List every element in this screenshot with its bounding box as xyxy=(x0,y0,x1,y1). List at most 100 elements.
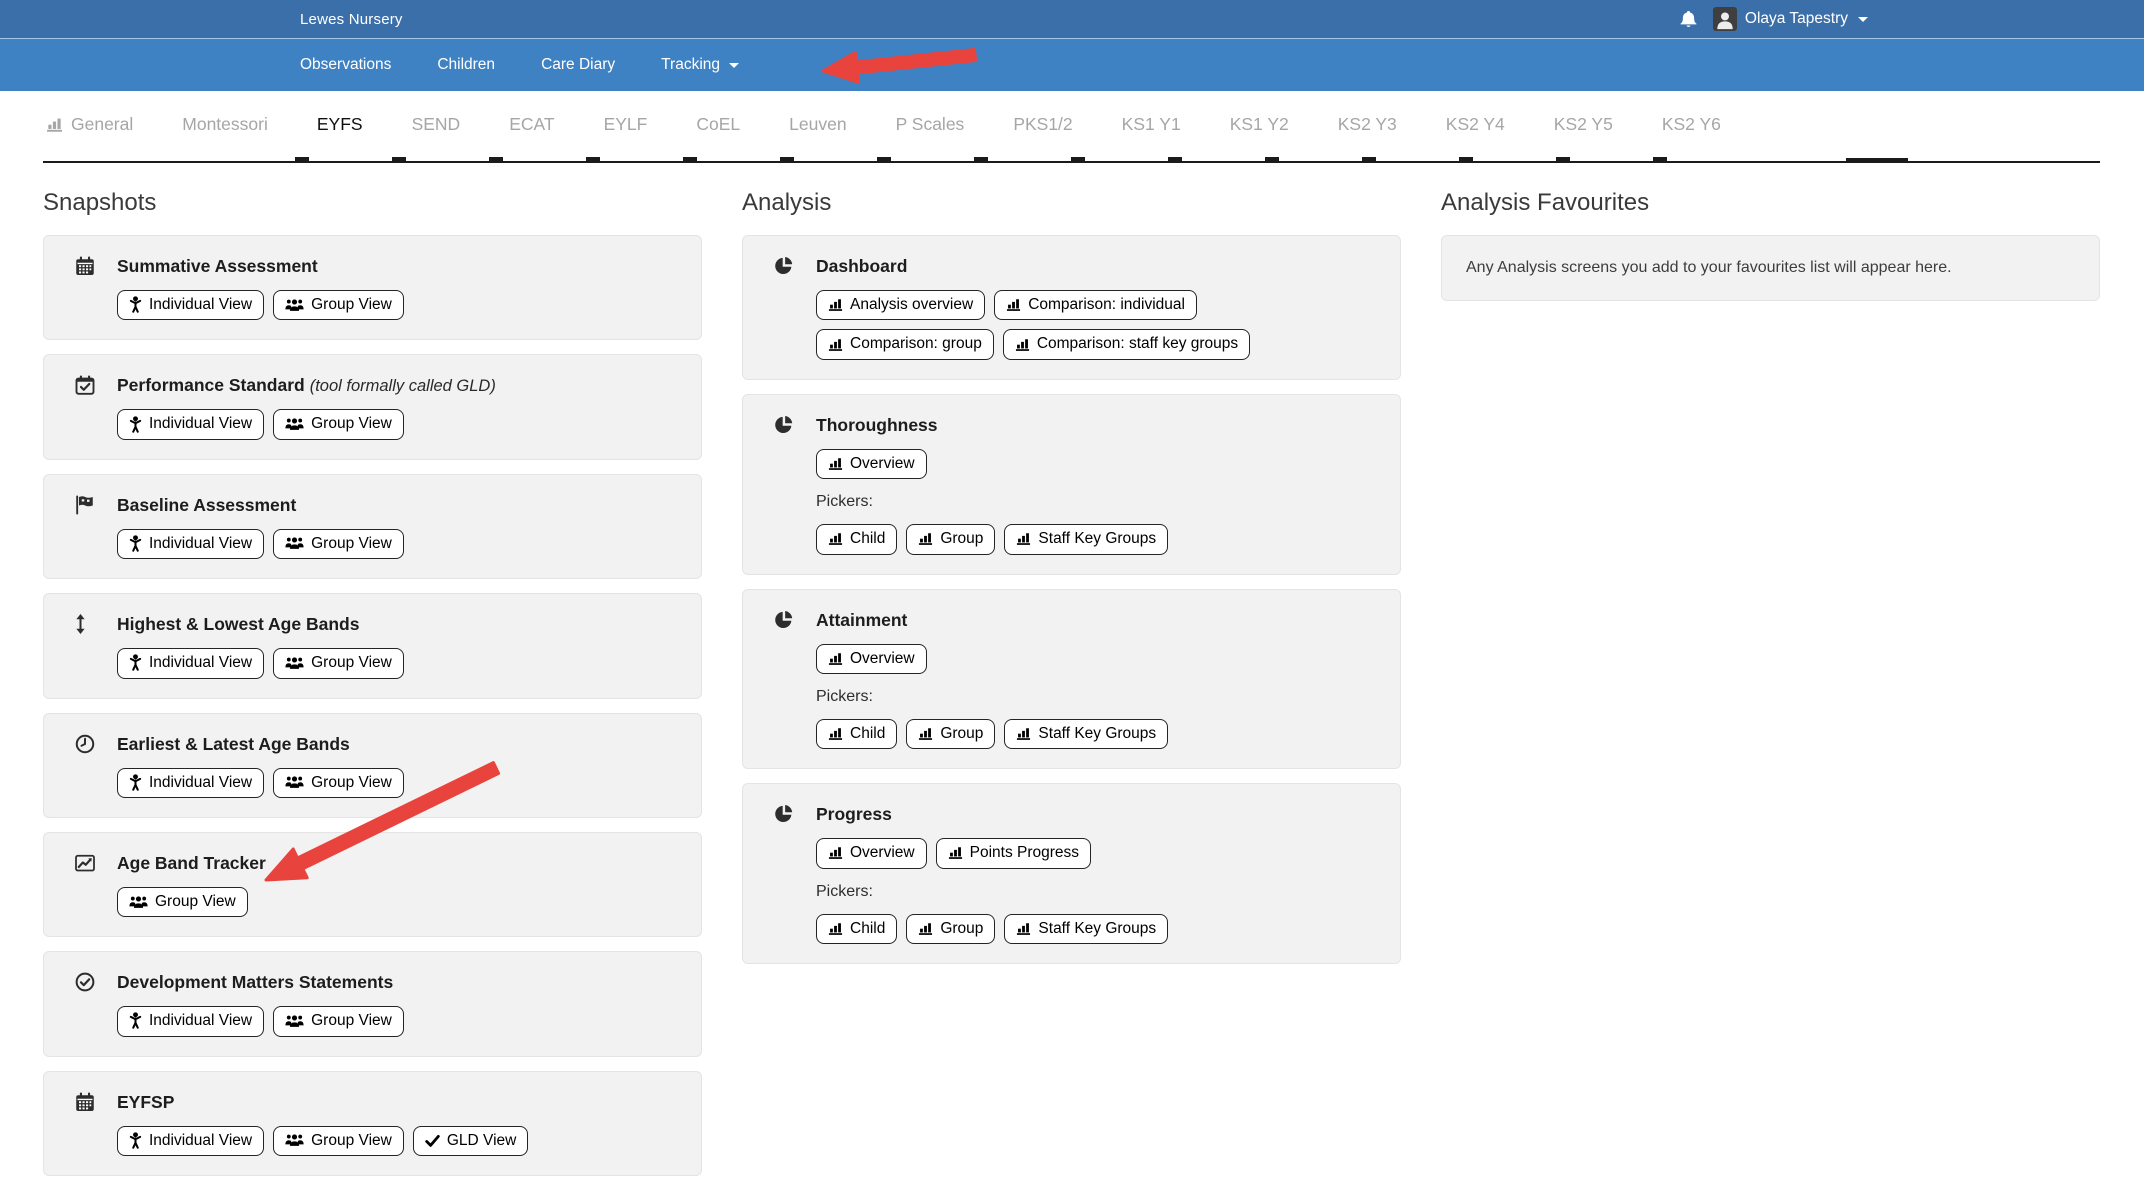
analysis-column: Analysis Dashboard Analysis overview Com… xyxy=(742,173,1401,1190)
group-view-button[interactable]: Group View xyxy=(273,409,404,440)
avatar xyxy=(1712,7,1737,31)
picker-staff-key-groups-button[interactable]: Staff Key Groups xyxy=(1004,524,1169,555)
bar-chart-icon xyxy=(828,297,843,312)
favourites-empty-card: Any Analysis screens you add to your fav… xyxy=(1441,235,2100,301)
comparison-group-button[interactable]: Comparison: group xyxy=(816,329,994,360)
tracking-tab-bar: General Montessori EYFS SEND ECAT EYLF C… xyxy=(0,91,2144,157)
overview-button[interactable]: Overview xyxy=(816,643,927,674)
child-icon xyxy=(129,774,142,791)
group-view-button[interactable]: Group View xyxy=(273,1125,404,1156)
favourites-column: Analysis Favourites Any Analysis screens… xyxy=(1441,173,2100,1190)
pie-chart-icon xyxy=(774,804,793,823)
bar-chart-icon xyxy=(828,726,843,741)
card-summative-assessment: Summative Assessment Individual View Gro… xyxy=(43,235,702,341)
card-title: Performance Standard xyxy=(117,375,305,396)
group-view-button[interactable]: Group View xyxy=(273,1006,404,1037)
individual-view-button[interactable]: Individual View xyxy=(117,1125,265,1156)
check-icon xyxy=(425,1133,440,1148)
picker-staff-key-groups-button[interactable]: Staff Key Groups xyxy=(1004,718,1169,750)
individual-view-button[interactable]: Individual View xyxy=(117,767,265,798)
comparison-individual-button[interactable]: Comparison: individual xyxy=(994,290,1197,321)
tab-pks12[interactable]: PKS1/2 xyxy=(1013,113,1073,134)
users-icon xyxy=(285,298,304,312)
tab-general[interactable]: General xyxy=(46,114,133,135)
tab-ks2-y4[interactable]: KS2 Y4 xyxy=(1445,113,1505,134)
nav-item-care-diary[interactable]: Care Diary xyxy=(541,56,616,73)
bar-chart-icon xyxy=(1016,531,1031,546)
card-title: Summative Assessment xyxy=(117,256,318,276)
analysis-heading: Analysis xyxy=(742,189,832,216)
bar-chart-icon xyxy=(828,651,843,666)
site-title: Lewes Nursery xyxy=(300,10,403,28)
user-menu[interactable]: Olaya Tapestry xyxy=(1712,7,1868,31)
picker-child-button[interactable]: Child xyxy=(816,913,898,944)
pie-chart-icon xyxy=(774,610,793,629)
bar-chart-icon xyxy=(828,531,843,546)
snapshots-column: Snapshots Summative Assessment Individua… xyxy=(43,173,702,1190)
points-progress-button[interactable]: Points Progress xyxy=(935,838,1092,869)
check-circle-icon xyxy=(75,972,95,992)
nav-item-tracking[interactable]: Tracking xyxy=(661,56,739,74)
individual-view-button[interactable]: Individual View xyxy=(117,1006,265,1037)
notifications-bell-icon[interactable] xyxy=(1679,10,1698,29)
card-title: Dashboard xyxy=(816,256,908,276)
bar-chart-icon xyxy=(948,845,963,860)
card-progress: Progress Overview Points Progress Picker… xyxy=(742,783,1401,964)
comparison-staff-key-groups-button[interactable]: Comparison: staff key groups xyxy=(1002,329,1251,360)
clock-icon xyxy=(75,734,95,754)
overview-button[interactable]: Overview xyxy=(816,838,927,869)
bar-chart-icon xyxy=(1016,921,1031,936)
group-view-button[interactable]: Group View xyxy=(273,767,404,798)
users-icon xyxy=(285,1133,304,1147)
tab-bar-rule xyxy=(43,157,2100,163)
top-bar: Lewes Nursery Olaya Tapestry xyxy=(0,0,2144,38)
bar-chart-icon xyxy=(918,921,933,936)
bar-chart-icon xyxy=(1016,726,1031,741)
tab-eylf[interactable]: EYLF xyxy=(603,113,648,134)
picker-child-button[interactable]: Child xyxy=(816,524,898,555)
card-earliest-latest-age-bands: Earliest & Latest Age Bands Individual V… xyxy=(43,712,702,818)
group-view-button[interactable]: Group View xyxy=(273,290,404,321)
tab-ks1-y1[interactable]: KS1 Y1 xyxy=(1121,113,1181,134)
tab-ks2-y6[interactable]: KS2 Y6 xyxy=(1661,113,1721,134)
picker-group-button[interactable]: Group xyxy=(906,718,996,750)
card-baseline-assessment: Baseline Assessment Individual View Grou… xyxy=(43,473,702,580)
users-icon xyxy=(285,536,304,550)
picker-group-button[interactable]: Group xyxy=(906,524,996,555)
group-view-button[interactable]: Group View xyxy=(117,886,248,918)
bar-chart-icon xyxy=(918,726,933,741)
individual-view-button[interactable]: Individual View xyxy=(117,648,265,679)
individual-view-button[interactable]: Individual View xyxy=(117,290,265,321)
calendar-icon xyxy=(75,256,95,276)
analysis-overview-button[interactable]: Analysis overview xyxy=(816,290,986,321)
tab-leuven[interactable]: Leuven xyxy=(789,113,847,134)
tab-ks2-y3[interactable]: KS2 Y3 xyxy=(1337,113,1397,134)
card-title: Development Matters Statements xyxy=(117,972,394,993)
tab-ks2-y5[interactable]: KS2 Y5 xyxy=(1553,113,1613,134)
person-icon xyxy=(1714,9,1736,31)
nav-item-observations[interactable]: Observations xyxy=(300,56,392,73)
tab-ecat[interactable]: ECAT xyxy=(509,113,555,134)
pie-chart-icon xyxy=(774,256,793,275)
pickers-label: Pickers: xyxy=(816,882,873,900)
individual-view-button[interactable]: Individual View xyxy=(117,409,265,440)
tab-p-scales[interactable]: P Scales xyxy=(895,113,965,134)
picker-staff-key-groups-button[interactable]: Staff Key Groups xyxy=(1004,913,1169,944)
pickers-label: Pickers: xyxy=(816,687,873,705)
card-title: EYFSP xyxy=(117,1091,175,1112)
tab-montessori[interactable]: Montessori xyxy=(182,113,268,134)
tab-coel[interactable]: CoEL xyxy=(696,113,741,134)
arrows-vertical-icon xyxy=(75,614,86,634)
tab-eyfs[interactable]: EYFS xyxy=(316,113,363,134)
overview-button[interactable]: Overview xyxy=(816,448,927,480)
group-view-button[interactable]: Group View xyxy=(273,648,404,679)
individual-view-button[interactable]: Individual View xyxy=(117,528,265,560)
tab-send[interactable]: SEND xyxy=(411,113,461,134)
tab-ks1-y2[interactable]: KS1 Y2 xyxy=(1229,113,1289,134)
group-view-button[interactable]: Group View xyxy=(273,528,404,560)
gld-view-button[interactable]: GLD View xyxy=(412,1125,529,1156)
line-chart-icon xyxy=(75,853,95,873)
picker-child-button[interactable]: Child xyxy=(816,718,898,750)
picker-group-button[interactable]: Group xyxy=(906,913,996,944)
nav-item-children[interactable]: Children xyxy=(437,56,496,73)
